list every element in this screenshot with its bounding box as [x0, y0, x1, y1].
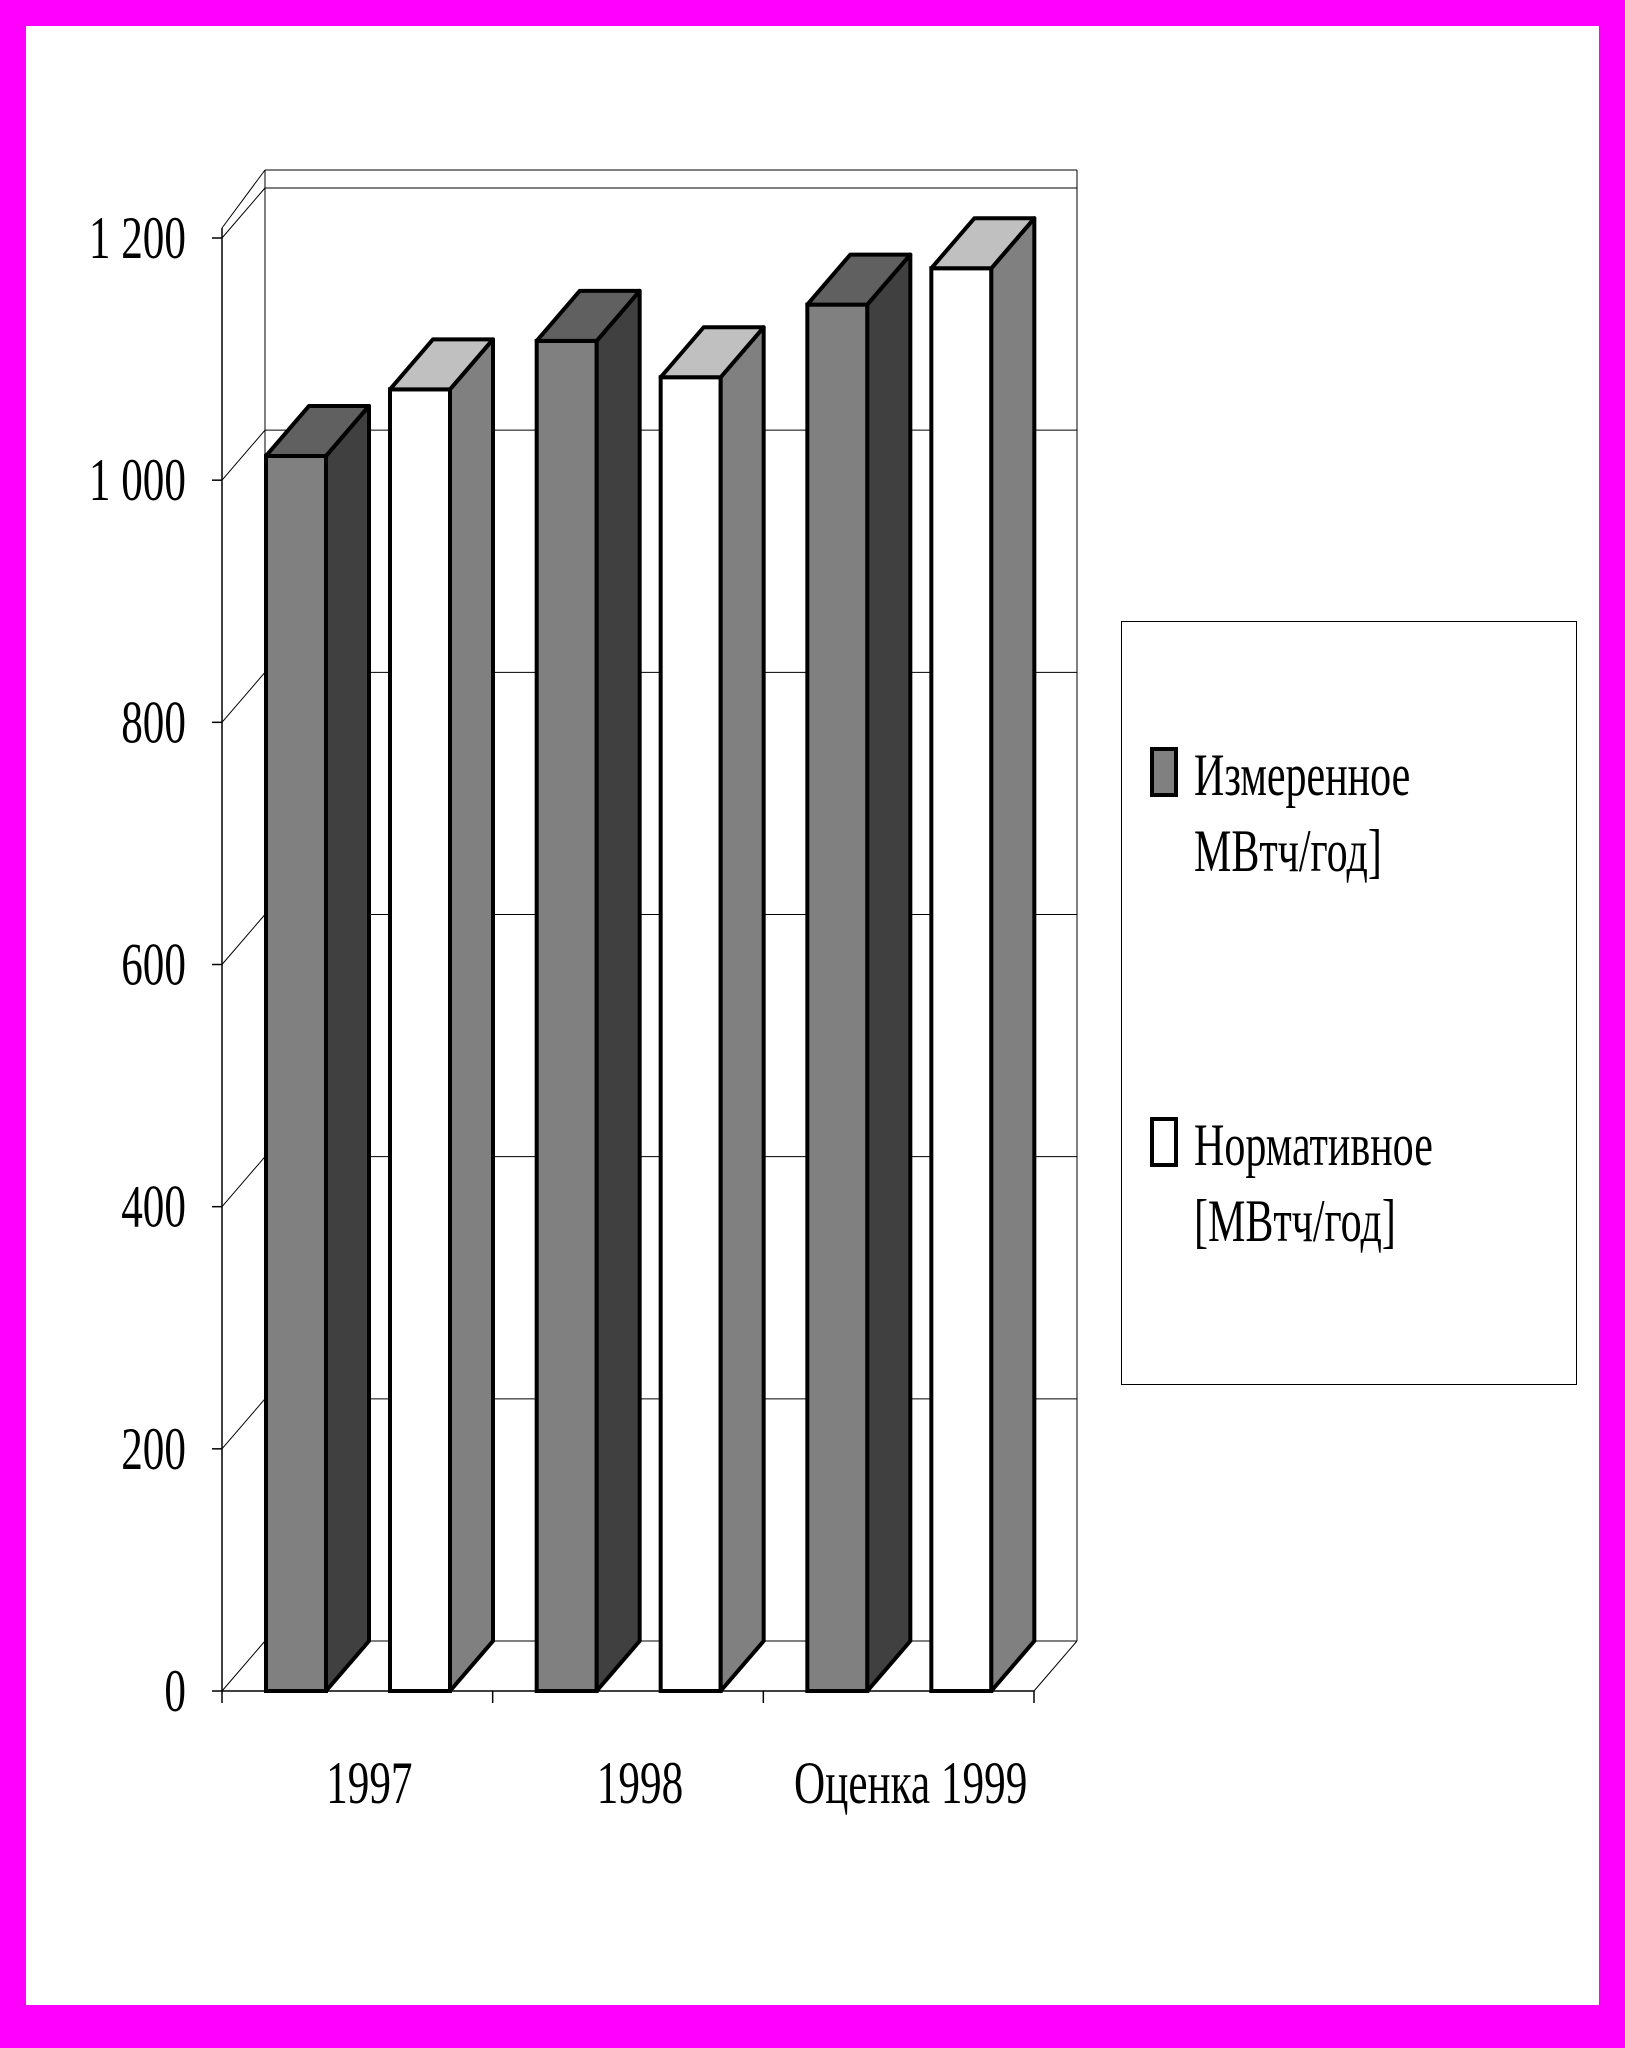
- side-wall-top-edge: [221, 169, 266, 229]
- y-tick-label: 200: [121, 1416, 186, 1483]
- bar-top-normative-1: [658, 325, 766, 380]
- bar-top-normative-0: [388, 337, 495, 392]
- y-tick-label: 1 200: [89, 205, 186, 272]
- bar-side-measured-0: [324, 403, 371, 1693]
- gridline-side: [221, 429, 266, 481]
- bar-measured-0: [264, 453, 328, 1694]
- gridline-side: [221, 1640, 266, 1692]
- legend-swatch-normative: [1150, 1117, 1178, 1167]
- gridline-side: [221, 187, 266, 239]
- x-category-label: 1997: [326, 1750, 412, 1817]
- gridline-side: [221, 1398, 266, 1450]
- legend-label-normative: Нормативное [МВтч/год]: [1194, 1112, 1433, 1254]
- x-category-label: 1998: [597, 1750, 683, 1817]
- bar-top-measured-2: [805, 252, 913, 307]
- chart-legend: Измеренное МВтч/год] Нормативное [МВтч/г…: [1121, 621, 1577, 1385]
- bar-measured-1: [534, 338, 599, 1694]
- floor-right-edge: [1033, 1640, 1078, 1692]
- y-tick-label: 1 000: [89, 447, 186, 514]
- bar-side-normative-2: [989, 216, 1037, 1693]
- y-tick-label: 0: [164, 1658, 186, 1725]
- bar-side-measured-2: [865, 252, 913, 1693]
- page: 0 200 400 600 800 1 000 1 200 1997 1998 Оценка 19…: [26, 26, 1599, 2005]
- y-tick-label: 400: [121, 1174, 186, 1241]
- legend-label-measured: Измеренное МВтч/год]: [1194, 742, 1411, 884]
- bar-chart: 0 200 400 600 800 1 000 1 200 1997 1998 Оценка 19…: [89, 169, 1078, 1817]
- bar-top-measured-1: [534, 288, 642, 343]
- gridline-side: [221, 914, 266, 965]
- bar-side-normative-0: [448, 337, 495, 1693]
- y-tick-label: 800: [121, 690, 186, 757]
- bar-normative-2: [929, 266, 994, 1693]
- x-category-label: Оценка 1999: [794, 1750, 1027, 1817]
- bar-side-measured-1: [594, 288, 642, 1693]
- bar-side-normative-1: [718, 325, 766, 1693]
- gridline-side: [221, 672, 266, 723]
- bar-top-measured-0: [264, 403, 371, 458]
- gridline-side: [221, 1156, 266, 1207]
- bar-top-normative-2: [929, 216, 1037, 271]
- y-tick-label: 600: [121, 932, 186, 999]
- bar-normative-1: [658, 375, 723, 1693]
- bar-measured-2: [805, 302, 870, 1693]
- legend-swatch-measured: [1150, 747, 1178, 797]
- bar-normative-0: [388, 387, 452, 1694]
